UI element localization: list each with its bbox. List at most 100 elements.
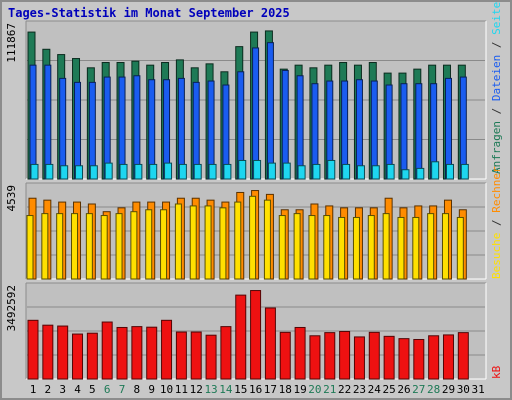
bar-seiten — [327, 159, 336, 180]
bar-besuche — [323, 215, 331, 280]
bar-kb — [131, 326, 143, 380]
bar-seiten — [149, 163, 158, 180]
bar-kb — [235, 294, 247, 380]
bar-seiten — [238, 159, 247, 180]
bar-besuche — [412, 216, 420, 280]
bar-kb — [190, 331, 202, 380]
y-axis-max-label: 4539 — [5, 185, 18, 212]
bar-besuche — [397, 216, 405, 280]
bar-seiten — [342, 163, 351, 180]
bar-dateien — [74, 81, 82, 180]
bar-besuche — [234, 201, 242, 280]
bar-seiten — [45, 163, 54, 180]
x-axis-day-label: 9 — [148, 383, 155, 396]
bar-dateien — [252, 47, 260, 180]
bar-kb — [279, 331, 291, 380]
bar-kb — [294, 326, 306, 380]
x-axis-day-label: 24 — [368, 383, 382, 396]
bar-seiten — [223, 163, 232, 180]
x-axis-day-label: 15 — [234, 383, 247, 396]
bar-dateien — [29, 64, 37, 180]
legend-label-part: Dateien — [490, 55, 503, 101]
legend-label-part: Rechner — [490, 166, 503, 213]
bar-seiten — [253, 159, 262, 180]
bar-besuche — [219, 207, 227, 280]
bar-dateien — [400, 83, 408, 180]
bar-besuche — [189, 205, 197, 280]
bar-besuche — [115, 213, 123, 280]
bar-kb — [264, 307, 276, 380]
bar-kb — [413, 338, 425, 380]
bar-seiten — [267, 162, 276, 180]
legend-label-part: / — [490, 101, 503, 121]
x-axis-day-label: 8 — [134, 383, 141, 396]
bar-besuche — [382, 213, 390, 280]
legend-label-mid: Besuche / Rechner — [490, 166, 503, 279]
bar-besuche — [293, 213, 301, 280]
bar-kb — [72, 333, 84, 380]
bar-besuche — [71, 213, 79, 280]
bar-seiten — [75, 165, 84, 180]
x-axis-day-label: 12 — [190, 383, 203, 396]
bar-seiten — [164, 162, 173, 180]
bar-kb — [116, 326, 128, 380]
bar-seiten — [416, 167, 425, 180]
chart-title: Tages-Statistik im Monat September 2025 — [8, 6, 290, 20]
bar-kb — [86, 332, 98, 380]
bar-dateien — [118, 76, 126, 180]
bar-dateien — [355, 79, 363, 180]
bar-besuche — [456, 216, 464, 280]
bar-kb — [398, 338, 410, 380]
bar-kb — [101, 321, 113, 380]
bar-kb — [383, 335, 395, 380]
legend-label-part: Besuche — [490, 233, 503, 279]
bar-dateien — [296, 75, 304, 180]
bar-besuche — [174, 203, 182, 280]
x-axis-day-label: 26 — [397, 383, 410, 396]
legend-label-part: / — [490, 35, 503, 55]
bar-besuche — [278, 215, 286, 280]
bar-besuche — [338, 216, 346, 280]
bar-besuche — [130, 211, 138, 280]
x-axis-day-label: 1 — [30, 383, 37, 396]
bar-dateien — [266, 42, 274, 180]
x-axis-day-label: 28 — [427, 383, 440, 396]
bar-kb — [324, 332, 336, 380]
x-axis-day-label: 13 — [204, 383, 217, 396]
x-axis-day-label: 19 — [293, 383, 306, 396]
bar-besuche — [56, 213, 64, 280]
bar-dateien — [459, 76, 467, 180]
bar-besuche — [145, 209, 153, 280]
bar-dateien — [44, 64, 52, 180]
bar-dateien — [177, 77, 185, 180]
x-axis-day-label: 25 — [383, 383, 396, 396]
bar-seiten — [401, 169, 410, 180]
x-axis-day-label: 23 — [353, 383, 366, 396]
bar-dateien — [370, 80, 378, 180]
bar-besuche — [367, 215, 375, 280]
bar-kb — [442, 334, 454, 380]
bar-dateien — [444, 77, 452, 180]
x-axis-day-label: 2 — [45, 383, 52, 396]
bar-dateien — [415, 83, 423, 180]
bar-seiten — [193, 163, 202, 180]
y-axis-max-label: 3492592 — [5, 285, 18, 331]
bar-kb — [250, 290, 262, 380]
bar-seiten — [89, 165, 98, 180]
bar-seiten — [460, 163, 469, 180]
x-axis-day-label: 11 — [175, 383, 188, 396]
x-axis-day-label: 6 — [104, 383, 111, 396]
bar-besuche — [204, 205, 212, 280]
bar-seiten — [104, 162, 113, 180]
bar-kb — [220, 326, 232, 380]
x-axis-day-label: 5 — [89, 383, 96, 396]
bar-seiten — [356, 165, 365, 180]
bar-kb — [161, 319, 173, 380]
x-axis-day-label: 21 — [323, 383, 336, 396]
bar-besuche — [41, 213, 49, 280]
bar-seiten — [119, 163, 128, 180]
bar-seiten — [60, 165, 69, 180]
legend-label-part: / — [490, 213, 503, 233]
bar-seiten — [312, 163, 321, 180]
